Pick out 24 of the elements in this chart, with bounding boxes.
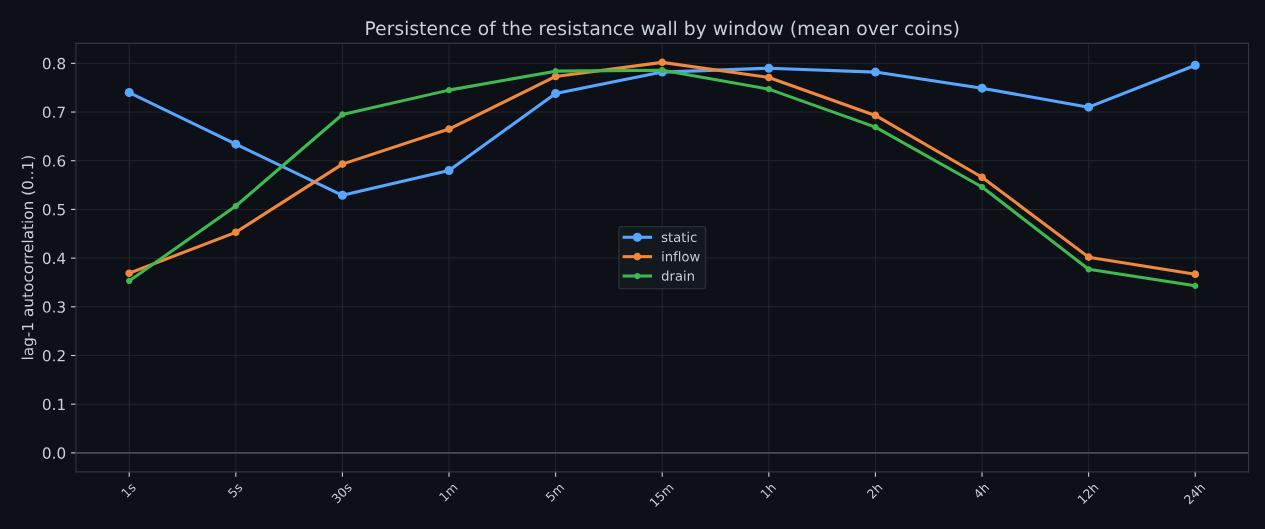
y-tick-label: 0.6	[42, 155, 66, 167]
x-tick-label: 1m	[438, 482, 458, 502]
y-tick-label: 0.4	[42, 252, 66, 265]
legend-label: static	[661, 231, 697, 243]
x-tick-label: 24h	[1183, 482, 1206, 505]
x-tick-label: 5s	[227, 482, 244, 498]
y-tick-label: 0.5	[42, 203, 65, 216]
y-tick-label: 0.2	[42, 349, 65, 362]
legend-label: drain	[661, 270, 694, 281]
x-tick-label: 1s	[121, 482, 137, 498]
chart-title: Persistence of the resistance wall by window (mean over coins)	[366, 20, 959, 39]
x-tick-label: 5m	[545, 482, 565, 502]
y-tick-label: 0.7	[42, 106, 65, 119]
y-tick-label: 0.1	[42, 398, 65, 411]
x-tick-label: 2h	[866, 482, 883, 499]
x-tick-label: 30s	[331, 482, 353, 504]
y-tick-label: 0.8	[42, 57, 66, 70]
y-tick-label: 0.3	[42, 301, 65, 313]
x-tick-label: 1h	[759, 482, 777, 499]
x-tick-label: 12h	[1076, 482, 1099, 505]
x-tick-label: 4h	[972, 482, 990, 500]
legend-label: inflow	[662, 251, 700, 262]
y-tick-label: 0.0	[42, 447, 66, 459]
y-axis-title: lag-1 autocorrelation (0..1)	[21, 156, 37, 360]
